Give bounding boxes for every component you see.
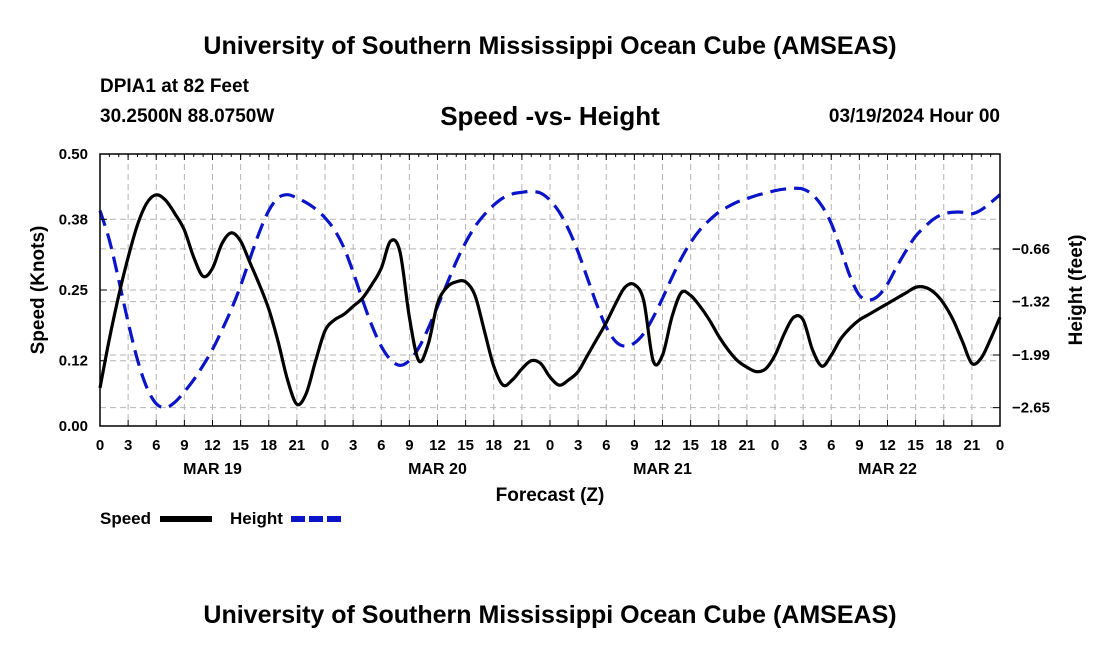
- series-layer: [98, 186, 1002, 410]
- y-tick-label: 0.38: [59, 211, 88, 228]
- y2-axis-title: Height (feet): [1066, 235, 1087, 346]
- x-tick-label: 12: [879, 437, 896, 454]
- x-tick-label: 12: [429, 437, 446, 454]
- x-tick-label: 3: [574, 437, 582, 454]
- x-tick-label: 0: [771, 437, 779, 454]
- x-tick-label: 21: [289, 437, 306, 454]
- y-tick-label: 0.00: [59, 418, 88, 435]
- legend-height-label: Height: [230, 509, 283, 528]
- y2-tick-label: −0.66: [1012, 241, 1050, 258]
- y2-tick-label: −2.65: [1012, 400, 1050, 417]
- x-tick-label: 12: [204, 437, 221, 454]
- x-tick-label: 15: [457, 437, 474, 454]
- x-tick-label: 18: [485, 437, 502, 454]
- x-tick-label: 9: [405, 437, 413, 454]
- x-tick-label: 3: [124, 437, 132, 454]
- x-tick-label: 15: [907, 437, 924, 454]
- page-title: University of Southern Mississippi Ocean…: [203, 32, 897, 60]
- x-tick-label: 6: [152, 437, 160, 454]
- x-tick-label: 9: [180, 437, 188, 454]
- day-label: MAR 21: [633, 461, 692, 478]
- legend-speed-label: Speed: [100, 509, 152, 528]
- day-label: MAR 22: [858, 461, 917, 478]
- datetime-label: 03/19/2024 Hour 00: [828, 106, 1000, 127]
- x-tick-label: 9: [855, 437, 863, 454]
- footer-title: University of Southern Mississippi Ocean…: [203, 601, 897, 629]
- y-tick-label: 0.12: [59, 353, 88, 370]
- x-tick-label: 15: [682, 437, 699, 454]
- speed-series-line: [98, 193, 1002, 407]
- x-tick-label: 21: [514, 437, 531, 454]
- x-tick-label: 18: [260, 437, 277, 454]
- x-tick-label: 21: [739, 437, 756, 454]
- x-tick-label: 9: [630, 437, 638, 454]
- y2-tick-label: −1.32: [1012, 294, 1050, 311]
- x-tick-label: 18: [935, 437, 952, 454]
- x-tick-label: 0: [321, 437, 329, 454]
- y-tick-label: 0.50: [59, 146, 88, 163]
- x-tick-label: 0: [996, 437, 1004, 454]
- x-tick-label: 3: [799, 437, 807, 454]
- x-tick-label: 0: [546, 437, 554, 454]
- x-tick-label: 0: [96, 437, 104, 454]
- station-label: DPIA1 at 82 Feet: [100, 76, 249, 97]
- y-axis-title: Speed (Knots): [28, 226, 49, 355]
- x-tick-label: 18: [710, 437, 727, 454]
- x-tick-label: 3: [349, 437, 357, 454]
- height-series-line: [98, 186, 1002, 410]
- y-tick-label: 0.25: [59, 282, 88, 299]
- chart-title: Speed -vs- Height: [440, 101, 660, 131]
- x-tick-label: 6: [602, 437, 610, 454]
- day-label: MAR 20: [408, 461, 467, 478]
- day-label: MAR 19: [183, 461, 242, 478]
- axes: 0 3 6 9 12 15 18 21 0 3 6 9 12 15 18 21 0 3 6 9 12 15 18 21 0 3 6 9…: [28, 146, 1087, 506]
- x-axis-title: Forecast (Z): [496, 485, 605, 506]
- x-tick-label: 12: [654, 437, 671, 454]
- grid: [100, 154, 1000, 426]
- x-tick-label: 15: [232, 437, 249, 454]
- x-tick-label: 21: [964, 437, 981, 454]
- x-tick-label: 6: [377, 437, 385, 454]
- y2-tick-label: −1.99: [1012, 347, 1050, 364]
- coordinates-label: 30.2500N 88.0750W: [100, 106, 275, 127]
- x-tick-label: 6: [827, 437, 835, 454]
